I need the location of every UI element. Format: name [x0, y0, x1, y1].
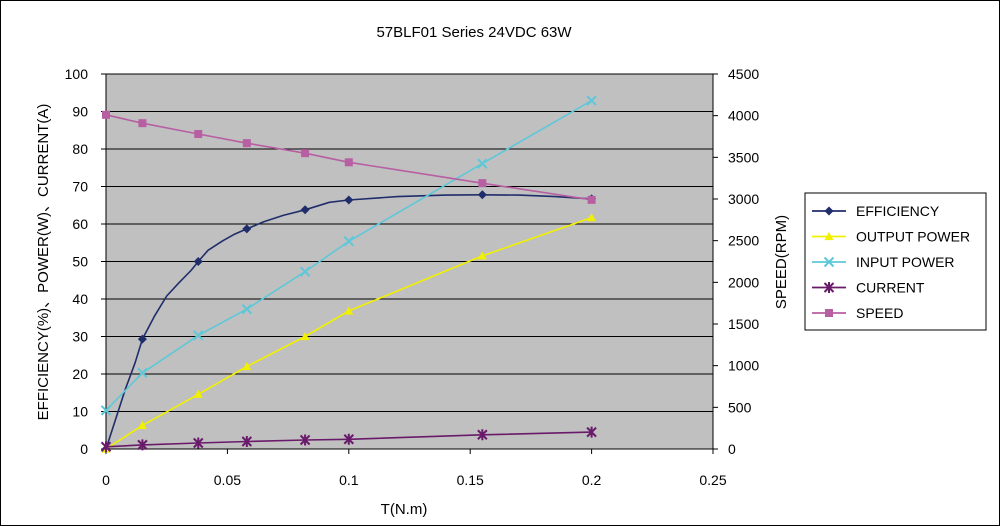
y-left-tick-label: 30: [72, 329, 88, 345]
input-power-point: [100, 405, 112, 416]
legend-swatch-marker: [824, 206, 834, 216]
x-tick-label: 0.1: [339, 472, 359, 488]
current-point: [193, 437, 204, 449]
y-left-tick-label: 0: [80, 441, 88, 457]
efficiency-point: [193, 257, 203, 266]
current-point: [137, 439, 148, 451]
current-point: [100, 441, 112, 453]
legend-item-efficiency: EFFICIENCY: [812, 203, 940, 219]
y-left-tick-label: 100: [65, 66, 89, 82]
output-power-point: [587, 213, 597, 222]
efficiency-point: [344, 195, 354, 205]
speed-point: [138, 119, 147, 128]
current-point: [299, 434, 311, 446]
efficiency-point: [137, 334, 147, 344]
series-speed: [102, 110, 596, 204]
y-right-tick-label: 0: [728, 441, 736, 457]
output-power-line: [105, 216, 592, 450]
y-right-tick-label: 500: [728, 399, 752, 415]
x-tick-label: 0.15: [457, 472, 484, 488]
input-power-line: [105, 99, 592, 411]
y-right-tick-label: 3500: [728, 149, 759, 165]
x-tick-label: 0.25: [699, 472, 726, 488]
legend-swatch-marker: [825, 309, 833, 317]
y-right-tick-label: 2000: [728, 274, 759, 290]
current-point: [586, 426, 597, 438]
series-output-power: [101, 213, 597, 453]
output-power-point: [344, 306, 354, 315]
y-right-tick-label: 2500: [728, 233, 759, 249]
speed-point: [587, 195, 596, 204]
y-left-tick-label: 90: [72, 104, 88, 120]
legend-item-speed: SPEED: [812, 305, 903, 321]
legend-label: CURRENT: [856, 280, 925, 296]
y-left-tick-label: 50: [72, 254, 88, 270]
y-left-tick-label: 40: [72, 291, 88, 307]
x-tick-label: 0.05: [214, 472, 241, 488]
series-input-power: [100, 95, 597, 416]
speed-point: [194, 130, 203, 138]
series-layer: [100, 95, 597, 454]
y-left-tick-label: 60: [72, 216, 88, 232]
legend-item-current: CURRENT: [812, 280, 925, 296]
legend-item-output-power: OUTPUT POWER: [812, 229, 970, 245]
output-power-point: [300, 332, 310, 341]
x-axis-ticks: 0 0.05 0.1 0.15 0.2 0.25: [102, 449, 727, 488]
legend-label: INPUT POWER: [856, 254, 955, 270]
current-point: [477, 429, 488, 441]
current-point: [241, 436, 253, 447]
y-right-tick-label: 4500: [728, 66, 759, 82]
x-tick-label: 0: [102, 472, 110, 488]
efficiency-point: [300, 205, 310, 215]
y-left-axis-ticks: 0 10 20 30 40 50 60 70 80 90 100: [65, 66, 106, 457]
input-power-point: [241, 303, 253, 315]
y-left-tick-label: 70: [72, 179, 88, 195]
y-left-tick-label: 80: [72, 141, 88, 157]
input-power-point: [343, 236, 355, 247]
y-left-tick-label: 10: [72, 404, 88, 420]
input-power-point: [137, 367, 148, 379]
speed-point: [242, 139, 251, 148]
speed-point: [478, 179, 487, 188]
legend-item-input-power: INPUT POWER: [812, 254, 955, 270]
current-point: [343, 433, 355, 445]
output-power-point: [137, 420, 147, 429]
speed-point: [301, 149, 310, 158]
gridlines: [106, 73, 713, 450]
y-left-tick-label: 20: [72, 366, 88, 382]
legend-swatch-marker: [823, 256, 835, 268]
y-right-tick-label: 1000: [728, 358, 759, 374]
efficiency-point: [242, 224, 252, 234]
chart-title: 57BLF01 Series 24VDC 63W: [376, 24, 572, 41]
legend: EFFICIENCY OUTPUT POWER INPUT POWER CURRENT…: [804, 192, 987, 331]
legend-label: EFFICIENCY: [856, 203, 940, 219]
y-right-axis-ticks: 0 500 1000 1500 2000 2500 3000 3500 4000 4500: [713, 66, 759, 457]
output-power-point: [242, 362, 252, 371]
legend-label: OUTPUT POWER: [856, 229, 970, 245]
efficiency-point: [477, 190, 487, 200]
current-line: [105, 431, 592, 448]
speed-point: [102, 110, 110, 119]
y-right-tick-label: 4000: [728, 108, 759, 124]
input-power-point: [477, 158, 488, 169]
legend-swatch-marker: [824, 232, 834, 241]
speed-point: [344, 158, 353, 167]
output-power-point: [477, 251, 487, 260]
input-power-point: [586, 95, 597, 106]
legend-label: SPEED: [856, 305, 903, 321]
y-right-axis-label: SPEED(RPM): [773, 215, 790, 309]
x-axis-label: T(N.m): [381, 501, 428, 518]
y-left-axis-label: EFFICIENCY(%)、POWER(W)、CURRENT(A): [35, 104, 52, 421]
input-power-point: [299, 266, 311, 277]
input-power-point: [193, 330, 204, 341]
speed-line: [105, 114, 592, 201]
output-power-point: [193, 389, 203, 398]
series-current: [100, 426, 597, 453]
x-tick-label: 0.2: [582, 472, 602, 488]
y-right-tick-label: 1500: [728, 316, 759, 332]
y-right-tick-label: 3000: [728, 191, 759, 207]
legend-swatch-marker: [823, 282, 835, 293]
